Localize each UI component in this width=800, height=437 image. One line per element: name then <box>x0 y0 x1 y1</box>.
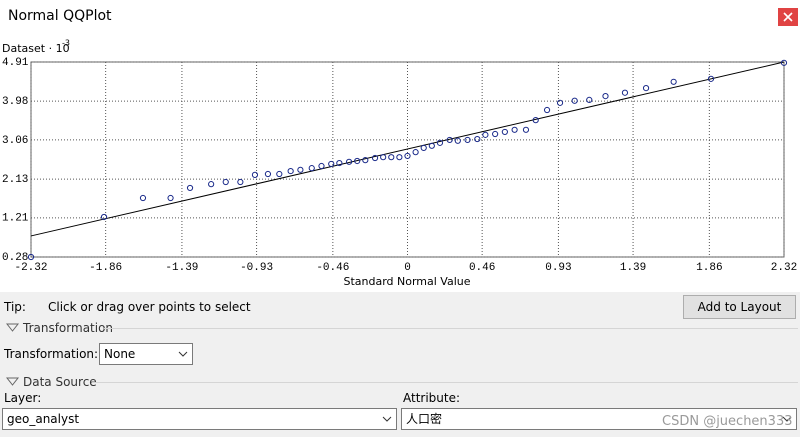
point <box>454 137 461 144</box>
x-tick-label: -0.93 <box>240 262 273 274</box>
point <box>380 154 387 161</box>
x-tick-label: 0.93 <box>545 262 571 274</box>
point <box>139 194 147 202</box>
add-to-layout-button[interactable]: Add to Layout <box>683 295 796 319</box>
x-tick-label: 1.39 <box>620 262 646 274</box>
point <box>345 158 353 165</box>
dropdown-arrow <box>382 416 392 422</box>
point <box>237 178 244 186</box>
point <box>404 152 411 160</box>
point <box>602 93 609 100</box>
point <box>780 59 788 66</box>
field-label: Transformation: <box>4 347 99 361</box>
y-axis-label: Dataset · 10 <box>2 42 70 55</box>
point <box>264 170 272 178</box>
x-tick-label: -2.32 <box>14 262 47 274</box>
combo-value: 人口密 <box>406 412 443 426</box>
point <box>297 166 304 173</box>
field-label: Attribute: <box>403 391 461 405</box>
point <box>428 142 435 149</box>
point <box>420 144 427 152</box>
y-tick-label: 3.06 <box>2 135 28 147</box>
point <box>388 154 395 161</box>
point <box>100 213 108 221</box>
point <box>464 136 471 144</box>
title-bar <box>0 0 800 33</box>
dropdown-arrow <box>782 416 792 422</box>
point <box>707 75 715 82</box>
y-tick-label: 3.98 <box>2 96 28 108</box>
y-tick-label: 1.21 <box>2 213 29 225</box>
x-tick-label: 1.86 <box>696 262 722 274</box>
field-label: Layer: <box>4 391 42 405</box>
point <box>167 194 174 202</box>
y-tick-label: 2.13 <box>2 174 28 186</box>
window-title: Normal QQPlot <box>8 8 112 24</box>
point <box>318 162 325 170</box>
close-icon <box>783 12 793 22</box>
point <box>396 154 403 161</box>
point <box>208 181 215 188</box>
tip-text: Click or drag over points to select <box>48 300 251 314</box>
point <box>543 106 551 114</box>
point <box>371 154 379 162</box>
point <box>222 178 229 186</box>
chart: Dataset · 10 -3 Standard Normal Value -2… <box>2 39 797 289</box>
point <box>670 78 677 85</box>
point <box>511 126 518 133</box>
tip-label: Tip: <box>4 300 26 314</box>
x-tick-label: 0.46 <box>469 262 495 274</box>
collapse-icon[interactable] <box>6 322 20 334</box>
y-axis-label-exponent: -3 <box>62 39 70 48</box>
point <box>308 165 315 172</box>
y-tick-label: 0.28 <box>2 252 28 264</box>
combo-box[interactable]: 人口密 <box>401 408 797 430</box>
collapse-icon[interactable] <box>6 376 20 388</box>
x-tick-label: 0 <box>404 262 411 274</box>
combo-value: None <box>104 347 136 361</box>
point <box>621 89 629 96</box>
x-tick-label: -1.86 <box>89 262 122 274</box>
close-button[interactable] <box>778 8 798 26</box>
point <box>642 85 650 92</box>
point <box>586 96 593 104</box>
point <box>27 253 35 261</box>
point <box>362 157 369 164</box>
point <box>336 159 343 167</box>
separator <box>104 328 798 329</box>
x-tick-label: 2.32 <box>771 262 797 274</box>
combo-value: geo_analyst <box>7 412 80 426</box>
point <box>474 135 481 143</box>
point <box>522 126 530 133</box>
point <box>446 136 453 144</box>
point <box>492 130 499 138</box>
point <box>501 128 508 136</box>
point <box>556 99 564 106</box>
point <box>532 117 539 124</box>
point <box>482 131 489 138</box>
x-tick-label: -1.39 <box>165 262 198 274</box>
dropdown-arrow <box>178 351 188 357</box>
point <box>287 167 294 175</box>
point <box>328 160 335 168</box>
point <box>186 184 194 192</box>
chart-panel <box>0 33 800 292</box>
point <box>412 149 419 156</box>
y-tick-label: 4.91 <box>2 57 29 69</box>
point <box>436 139 444 146</box>
combo-box[interactable]: geo_analyst <box>2 408 397 430</box>
point <box>276 170 283 178</box>
combo-box[interactable]: None <box>99 343 193 365</box>
section-header: Transformation <box>23 321 114 335</box>
point <box>354 157 361 165</box>
point <box>571 97 578 104</box>
section-header: Data Source <box>23 375 97 389</box>
x-axis-label: Standard Normal Value <box>343 275 470 288</box>
point <box>251 171 259 178</box>
x-tick-label: -0.46 <box>316 262 349 274</box>
fit-line <box>30 61 785 237</box>
separator <box>92 382 798 383</box>
watermark: CSDN @juechen333 <box>662 414 793 429</box>
